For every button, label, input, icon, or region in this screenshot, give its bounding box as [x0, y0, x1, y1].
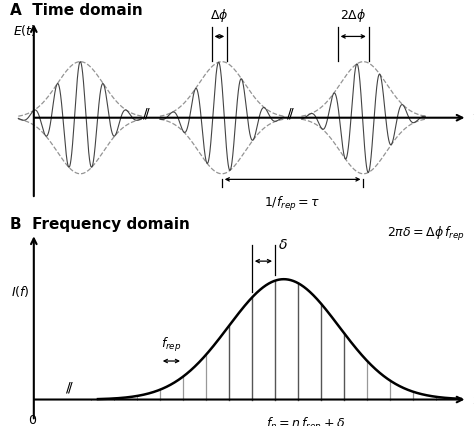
Text: A  Time domain: A Time domain [10, 3, 143, 18]
Text: $\Delta\phi$: $\Delta\phi$ [210, 7, 228, 24]
Text: $f_n = n\, f_{rep} + \delta$: $f_n = n\, f_{rep} + \delta$ [266, 416, 346, 426]
Text: $f_{rep}$: $f_{rep}$ [161, 336, 182, 354]
Text: $t$: $t$ [472, 111, 474, 124]
Text: $\!/\!/$: $\!/\!/$ [142, 106, 151, 121]
Text: $0$: $0$ [28, 414, 37, 426]
Text: $\delta$: $\delta$ [278, 238, 288, 251]
Text: $\!/\!/$: $\!/\!/$ [286, 106, 295, 121]
Text: $2\pi\delta= \Delta\phi\, f_{rep}$: $2\pi\delta= \Delta\phi\, f_{rep}$ [387, 225, 465, 243]
Text: B  Frequency domain: B Frequency domain [10, 216, 190, 232]
Text: $1/ f_{rep} = \tau$: $1/ f_{rep} = \tau$ [264, 195, 321, 213]
Text: $I(f)$: $I(f)$ [11, 284, 30, 299]
Text: $\!/\!/$: $\!/\!/$ [64, 380, 74, 395]
Text: $2\Delta\phi$: $2\Delta\phi$ [340, 7, 366, 24]
Text: $f$: $f$ [472, 392, 474, 406]
Text: $E(t)$: $E(t)$ [13, 23, 36, 38]
